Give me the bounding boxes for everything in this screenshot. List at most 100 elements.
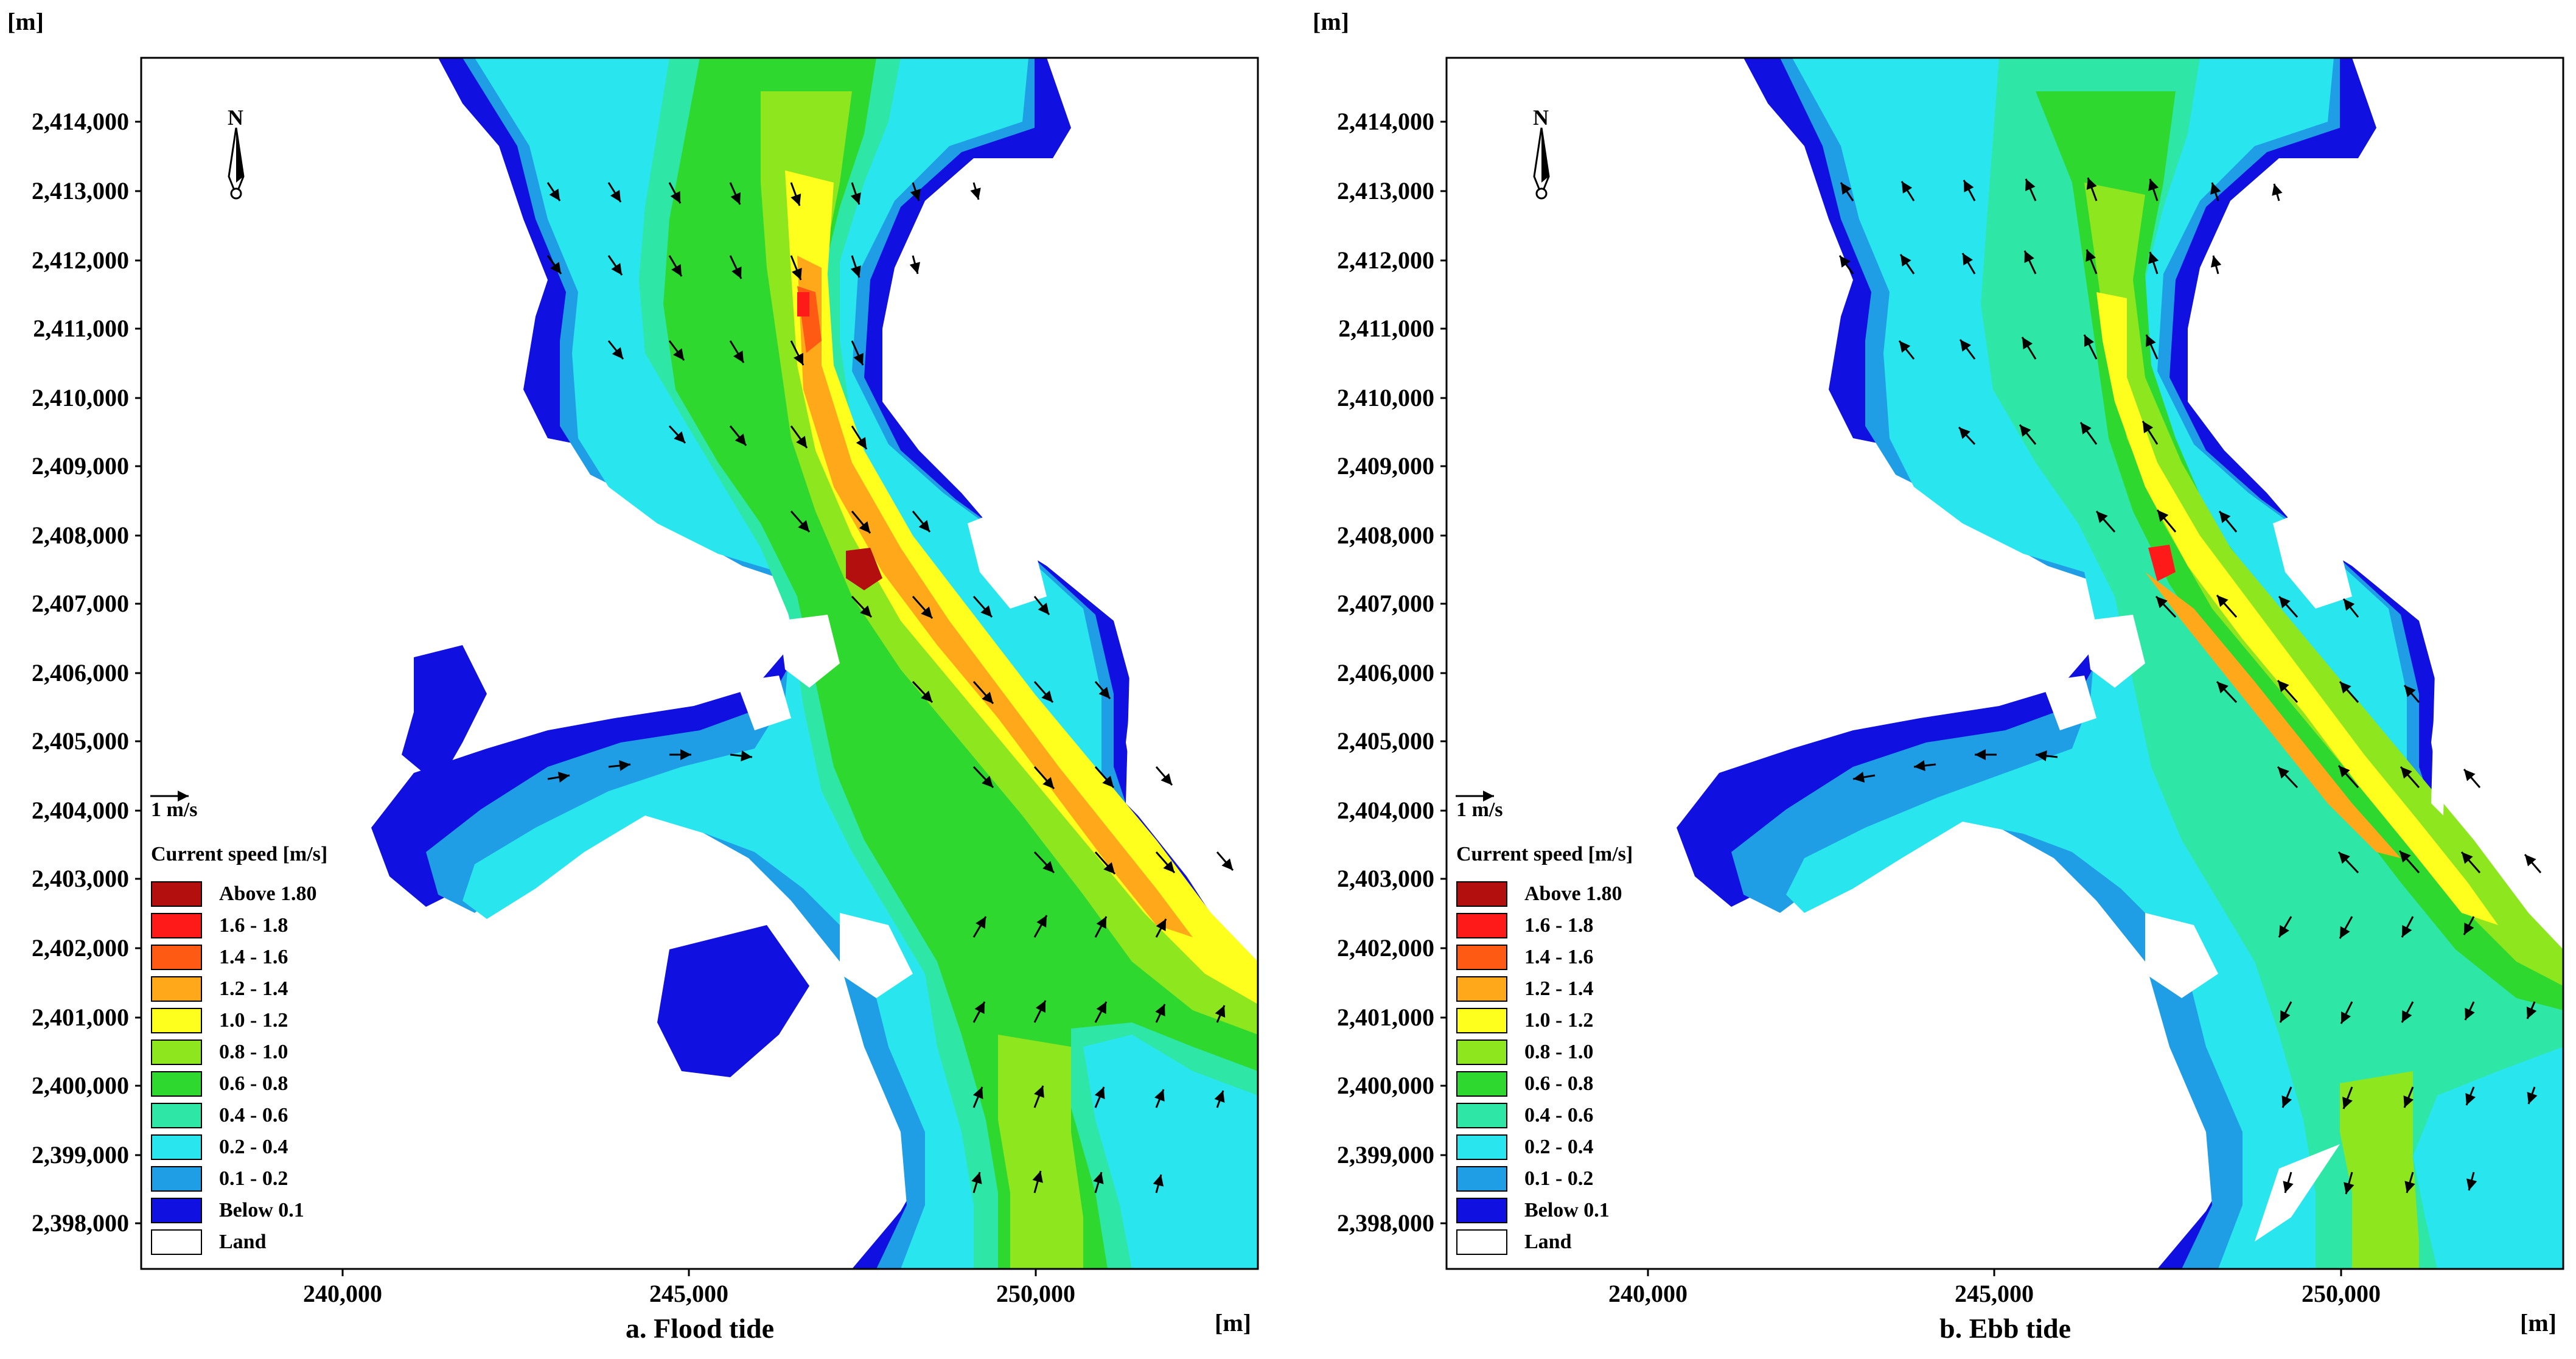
- legend-swatch: [1456, 1134, 1507, 1160]
- y-tick-label: 2,411,000: [33, 315, 129, 342]
- legend-swatch: [1456, 1229, 1507, 1255]
- y-tick-label: 2,409,000: [32, 452, 129, 480]
- water-body: [371, 58, 1258, 1269]
- legend-label: 0.2 - 0.4: [1524, 1136, 1594, 1158]
- legend-label: Above 1.80: [1524, 882, 1622, 905]
- y-tick-label: 2,406,000: [32, 659, 129, 686]
- x-tick-label: 240,000: [303, 1280, 382, 1307]
- x-tick-label: 245,000: [649, 1280, 728, 1307]
- y-tick-label: 2,400,000: [32, 1072, 129, 1099]
- legend-label: 0.1 - 0.2: [1524, 1167, 1594, 1190]
- y-tick-label: 2,408,000: [1337, 522, 1434, 549]
- legend-label: 0.4 - 0.6: [219, 1104, 288, 1127]
- legend-label: Land: [219, 1231, 267, 1253]
- map-ebb-tide: [1440, 57, 2564, 1276]
- y-tick-label: 2,409,000: [1337, 452, 1434, 480]
- legend-label: 0.1 - 0.2: [219, 1167, 288, 1190]
- legend-swatch: [151, 945, 202, 970]
- legend-swatch: [151, 976, 202, 1002]
- legend-swatch: [1456, 1166, 1507, 1192]
- legend-label: 0.6 - 0.8: [219, 1072, 288, 1095]
- legend-swatch: [151, 1039, 202, 1065]
- x-tick-label: 240,000: [1608, 1280, 1688, 1307]
- legend-swatch: [151, 1103, 202, 1128]
- y-tick-marks: [135, 121, 141, 1224]
- legend-swatch: [1456, 976, 1507, 1002]
- y-tick-label: 2,410,000: [32, 384, 129, 411]
- legend-label: 0.6 - 0.8: [1524, 1072, 1594, 1095]
- north-label: N: [228, 105, 243, 130]
- legend-swatch: [151, 1071, 202, 1097]
- north-label: N: [1533, 105, 1549, 130]
- x-tick-label: 250,000: [996, 1280, 1075, 1307]
- panel-caption: a. Flood tide: [625, 1313, 775, 1344]
- y-tick-label: 2,412,000: [1337, 246, 1434, 274]
- scale-label: 1 m/s: [1456, 798, 1503, 821]
- legend-swatch: [1456, 1198, 1507, 1223]
- velocity-vectors: [546, 182, 1234, 1193]
- y-tick-label: 2,399,000: [32, 1141, 129, 1169]
- y-tick-label: 2,399,000: [1337, 1141, 1434, 1169]
- north-arrow-icon: [1533, 127, 1550, 200]
- legend-label: 1.2 - 1.4: [219, 977, 288, 1000]
- x-tick-label: 250,000: [2302, 1280, 2381, 1307]
- y-tick-label: 2,400,000: [1337, 1072, 1434, 1099]
- legend-label: Land: [1524, 1231, 1572, 1253]
- legend-label: 1.4 - 1.6: [1524, 946, 1594, 968]
- y-tick-label: 2,414,000: [1337, 108, 1434, 135]
- legend-swatch: [151, 1134, 202, 1160]
- y-tick-label: 2,405,000: [32, 727, 129, 755]
- y-tick-label: 2,414,000: [32, 108, 129, 135]
- water-body: [1677, 58, 2563, 1269]
- y-tick-label: 2,403,000: [1337, 865, 1434, 892]
- legend-title: Current speed [m/s]: [151, 843, 328, 865]
- y-tick-label: 2,398,000: [1337, 1209, 1434, 1237]
- y-tick-marks: [1440, 121, 1447, 1224]
- legend-label: 0.8 - 1.0: [219, 1041, 288, 1063]
- legend-label: 0.8 - 1.0: [1524, 1041, 1594, 1063]
- y-tick-label: 2,398,000: [32, 1209, 129, 1237]
- legend-label: 1.0 - 1.2: [1524, 1009, 1594, 1032]
- legend-swatch: [151, 1198, 202, 1223]
- x-tick-marks: [1647, 1269, 2342, 1276]
- legend-swatch: [1456, 881, 1507, 907]
- legend-label: 1.4 - 1.6: [219, 946, 288, 968]
- y-tick-label: 2,404,000: [1337, 797, 1434, 824]
- legend-label: 0.4 - 0.6: [1524, 1104, 1594, 1127]
- y-tick-label: 2,405,000: [1337, 727, 1434, 755]
- y-tick-label: 2,402,000: [32, 934, 129, 962]
- legend-swatch: [1456, 1039, 1507, 1065]
- legend-swatch: [1456, 1071, 1507, 1097]
- legend-swatch: [151, 1166, 202, 1192]
- legend-swatch: [1456, 945, 1507, 970]
- legend-swatch: [151, 1229, 202, 1255]
- legend-label: Below 0.1: [1524, 1199, 1610, 1221]
- legend-label: 1.2 - 1.4: [1524, 977, 1594, 1000]
- legend-swatch: [151, 881, 202, 907]
- y-tick-label: 2,407,000: [32, 590, 129, 617]
- y-tick-label: 2,410,000: [1337, 384, 1434, 411]
- scale-label: 1 m/s: [151, 798, 198, 821]
- y-tick-label: 2,413,000: [1337, 177, 1434, 204]
- legend-swatch: [151, 1008, 202, 1033]
- x-unit: [m]: [1215, 1309, 1251, 1336]
- y-tick-label: 2,411,000: [1338, 315, 1434, 342]
- legend-swatch: [1456, 1103, 1507, 1128]
- y-tick-label: 2,401,000: [32, 1004, 129, 1031]
- y-tick-label: 2,407,000: [1337, 590, 1434, 617]
- velocity-vectors: [1838, 177, 2542, 1195]
- x-unit: [m]: [2520, 1309, 2557, 1336]
- legend-swatch: [151, 913, 202, 938]
- legend-label: 1.6 - 1.8: [1524, 914, 1594, 937]
- y-tick-label: 2,404,000: [32, 797, 129, 824]
- panel-caption: b. Ebb tide: [1939, 1313, 2072, 1344]
- map-frame: [1445, 57, 2564, 1270]
- legend-title: Current speed [m/s]: [1456, 843, 1633, 865]
- legend-swatch: [1456, 1008, 1507, 1033]
- north-arrow-icon: [228, 127, 245, 200]
- y-tick-label: 2,413,000: [32, 177, 129, 204]
- legend-label: 1.0 - 1.2: [219, 1009, 288, 1032]
- y-unit: [m]: [7, 8, 44, 35]
- y-tick-label: 2,412,000: [32, 246, 129, 274]
- map-frame: [140, 57, 1259, 1270]
